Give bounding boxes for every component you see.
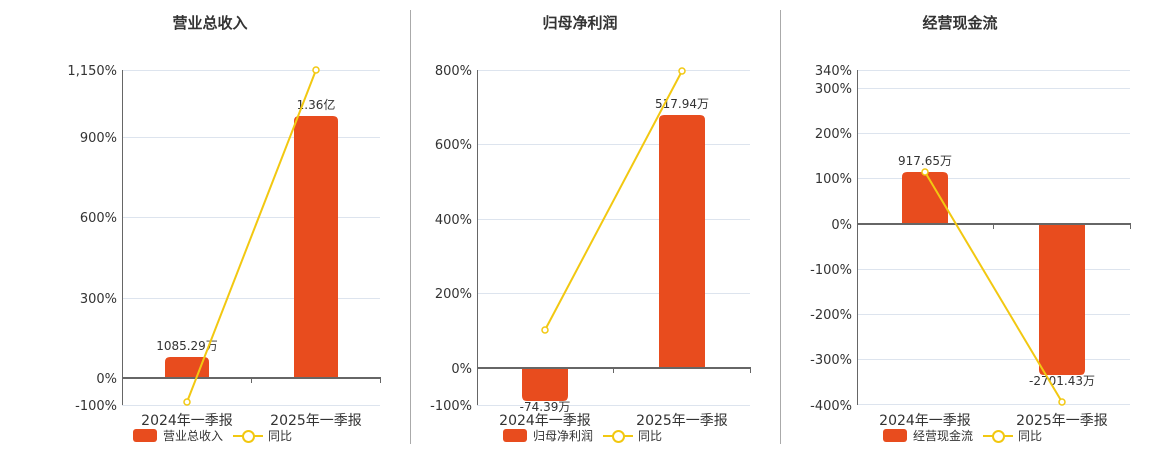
- bar-value-label: -74.39万: [520, 400, 571, 414]
- legend: 营业总收入 同比: [133, 427, 292, 444]
- panel-divider: [410, 10, 411, 444]
- yoy-point[interactable]: [678, 67, 686, 75]
- chart-panel-operating-cash-flow: 经营现金流 340% 300% 200% 100% 0% -100% -200%…: [780, 0, 1160, 450]
- yoy-point[interactable]: [1058, 398, 1066, 406]
- yoy-line: [924, 171, 1063, 403]
- legend-line-label[interactable]: 同比: [268, 429, 293, 443]
- panel-divider: [780, 10, 781, 444]
- y-tick: 340%: [815, 64, 852, 79]
- chart-panel-revenue: 营业总收入 1,150% 900% 600% 300% 0% -100%: [0, 0, 400, 450]
- y-tick: -100%: [430, 399, 472, 414]
- y-tick: 900%: [80, 131, 117, 146]
- legend-bar-label[interactable]: 归母净利润: [533, 429, 594, 443]
- yoy-point[interactable]: [183, 398, 191, 406]
- x-category: 2025年一季报: [636, 413, 728, 429]
- legend-line-icon[interactable]: [983, 429, 1014, 443]
- yoy-point[interactable]: [541, 326, 549, 334]
- yoy-line: [544, 70, 683, 331]
- bar-2024q1[interactable]: [902, 172, 948, 224]
- y-tick: -100%: [810, 263, 852, 278]
- y-tick: 0%: [451, 362, 472, 377]
- legend-line-icon[interactable]: [603, 429, 634, 443]
- y-tick: -400%: [810, 399, 852, 414]
- y-tick: 600%: [80, 211, 117, 226]
- chart-title: 经营现金流: [922, 14, 998, 32]
- bar-value-label: 917.65万: [898, 154, 952, 168]
- bar-value-label: 1.36亿: [297, 97, 336, 112]
- legend-line-label[interactable]: 同比: [638, 429, 663, 443]
- bar-value-label: 517.94万: [655, 97, 709, 111]
- y-tick: 0%: [96, 372, 117, 387]
- legend-bar-swatch[interactable]: [883, 429, 907, 442]
- legend-bar-label[interactable]: 营业总收入: [163, 429, 224, 443]
- legend-bar-swatch[interactable]: [503, 429, 527, 442]
- chart-title: 归母净利润: [542, 14, 618, 32]
- y-tick: 800%: [435, 64, 472, 79]
- chart-plot: 1,150% 900% 600% 300% 0% -100% 1085.29万 …: [67, 64, 381, 429]
- bar-2025q1[interactable]: [1039, 224, 1085, 375]
- yoy-point[interactable]: [921, 168, 929, 176]
- y-tick: 100%: [815, 172, 852, 187]
- chart-title: 营业总收入: [172, 14, 248, 32]
- bar-2024q1[interactable]: [522, 368, 568, 401]
- x-category: 2024年一季报: [879, 413, 971, 429]
- legend: 经营现金流 同比: [883, 427, 1042, 444]
- chart-plot: 340% 300% 200% 100% 0% -100% -200% -300%…: [810, 64, 1131, 429]
- x-category: 2024年一季报: [499, 413, 591, 429]
- y-tick: 600%: [435, 138, 472, 153]
- legend-line-icon[interactable]: [233, 429, 264, 443]
- y-tick: 300%: [815, 82, 852, 97]
- y-tick: 0%: [831, 218, 852, 233]
- y-tick: -300%: [810, 353, 852, 368]
- yoy-point[interactable]: [312, 66, 320, 74]
- x-category: 2025年一季报: [270, 413, 362, 429]
- legend-bar-label[interactable]: 经营现金流: [913, 429, 974, 443]
- chart-plot: 800% 600% 400% 200% 0% -100% -74.39万 517…: [430, 64, 751, 429]
- bar-value-label: 1085.29万: [156, 339, 218, 353]
- y-tick: 400%: [435, 213, 472, 228]
- legend-line-label[interactable]: 同比: [1018, 429, 1043, 443]
- legend-bar-swatch[interactable]: [133, 429, 157, 442]
- y-tick: 300%: [80, 292, 117, 307]
- bar-2025q1[interactable]: [659, 115, 705, 368]
- yoy-line: [186, 69, 317, 403]
- y-tick: -100%: [75, 399, 117, 414]
- y-tick: 200%: [815, 127, 852, 142]
- bar-value-label: -2701.43万: [1029, 374, 1095, 388]
- y-tick: 1,150%: [67, 64, 117, 79]
- x-category: 2025年一季报: [1016, 413, 1108, 429]
- y-tick: 200%: [435, 287, 472, 302]
- chart-panel-net-profit: 归母净利润 800% 600% 400% 200% 0% -100% -74.3…: [400, 0, 780, 450]
- y-tick: -200%: [810, 308, 852, 323]
- bar-2025q1[interactable]: [294, 116, 338, 378]
- x-category: 2024年一季报: [141, 413, 233, 429]
- legend: 归母净利润 同比: [503, 427, 662, 444]
